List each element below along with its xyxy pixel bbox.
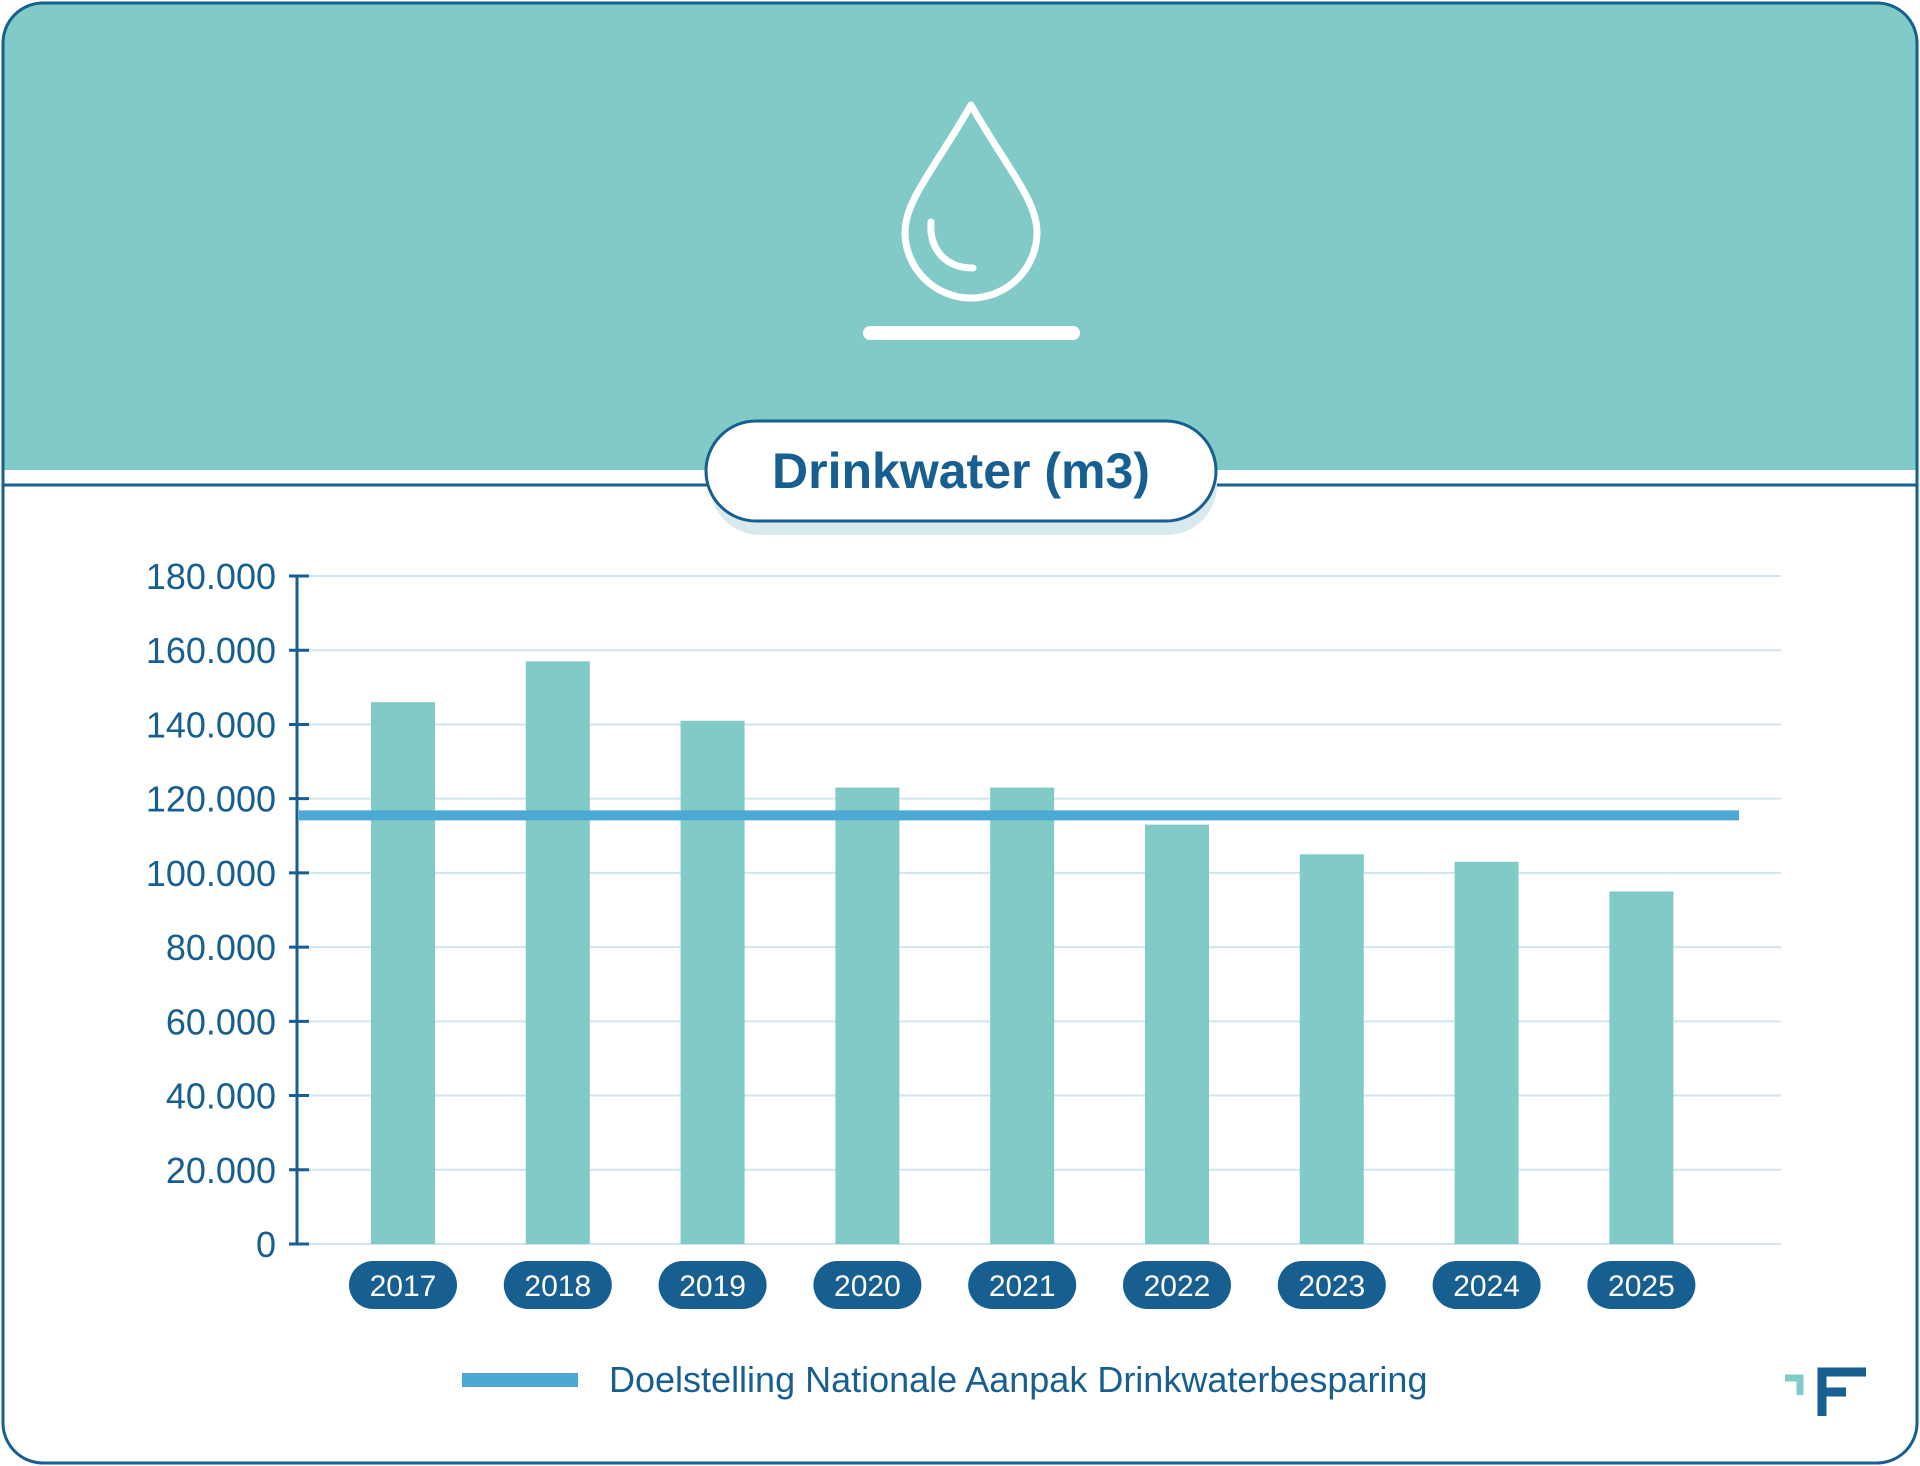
x-label-pill xyxy=(1432,1261,1541,1309)
x-label-pill xyxy=(503,1261,612,1309)
x-label-pill xyxy=(1277,1261,1386,1309)
x-label-pill xyxy=(968,1261,1077,1309)
x-tick-label: 2020 xyxy=(834,1270,901,1303)
x-label-pill xyxy=(658,1261,767,1309)
bar-2017 xyxy=(371,702,435,1244)
y-tick-label: 40.000 xyxy=(166,1076,276,1117)
bar-2020 xyxy=(835,787,900,1244)
x-tick-label: 2017 xyxy=(370,1270,437,1303)
water-drop-icon xyxy=(863,101,1080,340)
x-label-pill xyxy=(1587,1261,1696,1309)
x-tick-label: 2023 xyxy=(1298,1270,1365,1303)
x-tick-label: 2022 xyxy=(1144,1270,1211,1303)
bar-2023 xyxy=(1299,854,1364,1244)
bar-2018 xyxy=(525,661,590,1244)
bar-2021 xyxy=(990,787,1055,1244)
y-tick-label: 100.000 xyxy=(146,853,276,894)
x-tick-label: 2024 xyxy=(1453,1270,1520,1303)
x-label-pill xyxy=(349,1261,457,1309)
x-label-pill xyxy=(813,1261,922,1309)
y-tick-label: 20.000 xyxy=(166,1150,276,1191)
bar-2025 xyxy=(1609,891,1674,1244)
legend-target-label: Doelstelling Nationale Aanpak Drinkwater… xyxy=(609,1359,1427,1400)
x-label-pill xyxy=(1123,1261,1231,1309)
title-badge: Drinkwater (m3) xyxy=(704,419,1218,535)
bars xyxy=(371,661,1674,1244)
bar-2019 xyxy=(680,720,745,1244)
y-tick-label: 60.000 xyxy=(166,1001,276,1042)
x-tick-label: 2019 xyxy=(679,1270,746,1303)
legend: Doelstelling Nationale Aanpak Drinkwater… xyxy=(462,1359,1427,1400)
bar-2022 xyxy=(1145,824,1209,1244)
x-tick-label: 2021 xyxy=(989,1270,1056,1303)
y-tick-label: 180.000 xyxy=(146,556,276,597)
y-tick-label: 120.000 xyxy=(146,779,276,820)
y-tick-label: 140.000 xyxy=(146,704,276,745)
brand-logo-icon xyxy=(1785,1367,1866,1416)
header-band xyxy=(3,3,1917,470)
x-tick-label: 2025 xyxy=(1608,1270,1675,1303)
y-axis: 0 20.000 40.000 60.000 80.000 100.000 120.000 1… xyxy=(146,556,309,1265)
bar-2024 xyxy=(1454,861,1519,1244)
x-axis-labels: 2017 2018 2019 2020 2021 2022 2023 2024 2025 xyxy=(349,1261,1696,1309)
y-tick-label: 0 xyxy=(256,1224,276,1265)
y-tick-label: 80.000 xyxy=(166,927,276,968)
y-tick-label: 160.000 xyxy=(146,630,276,671)
chart-title: Drinkwater (m3) xyxy=(772,443,1150,499)
x-tick-label: 2018 xyxy=(524,1270,591,1303)
